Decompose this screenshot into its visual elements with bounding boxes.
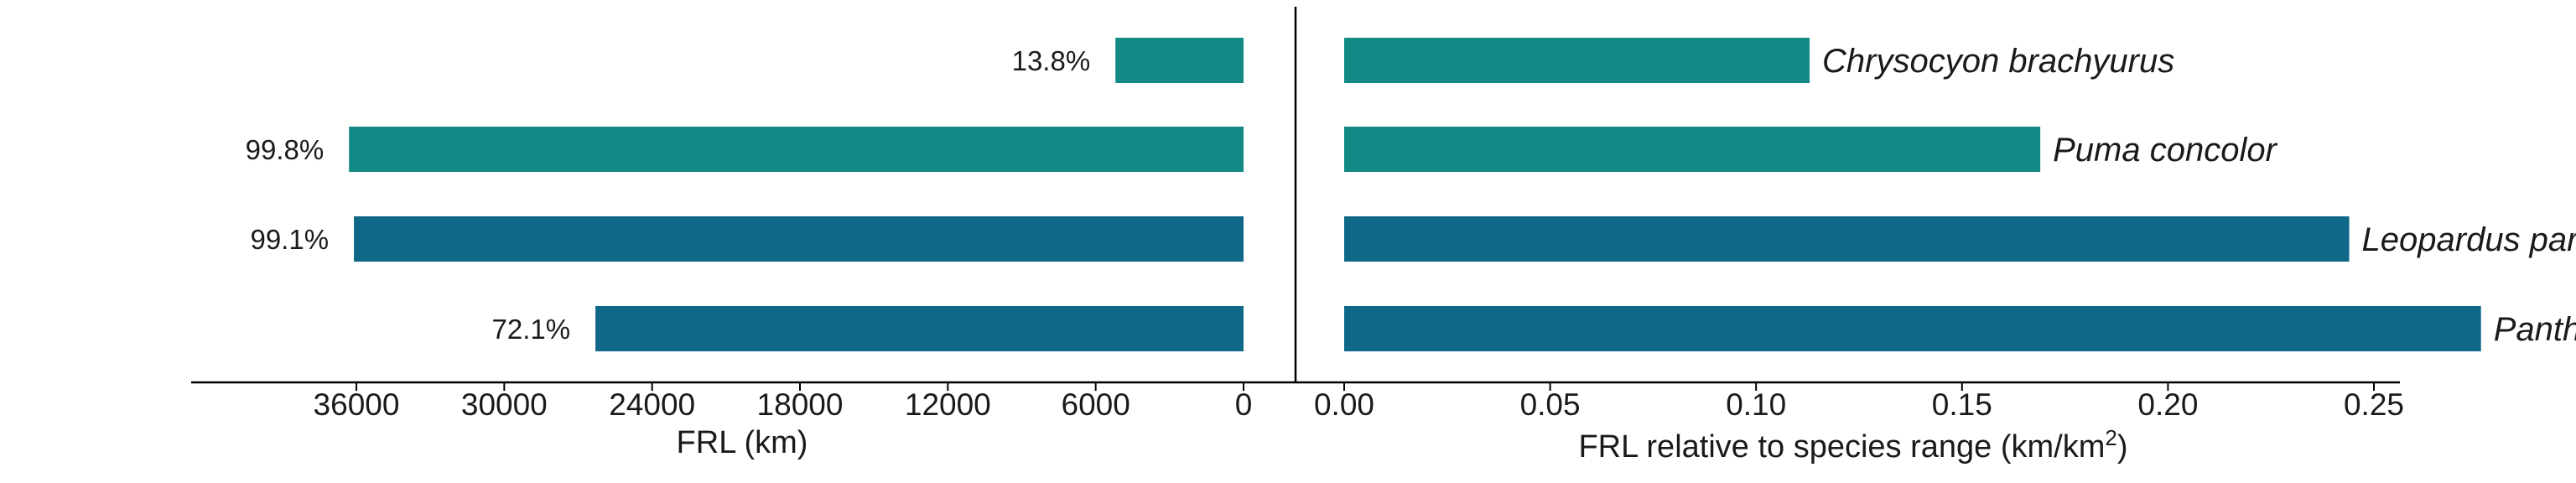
species-labels: Chrysocyon brachyurus Puma concolor Leopar… [1822,43,2576,348]
right-tick-label: 0.10 [1726,387,1786,422]
left-tick-label: 30000 [461,387,548,422]
left-x-axis-title: FRL (km) [677,425,808,460]
right-tick-label: 0.05 [1520,387,1581,422]
relative-bar-panthera-onca [1344,306,2481,351]
left-panel-frl: 13.8% 99.8% 99.1% 72.1% 36000 30000 24000 1800… [191,7,1297,460]
left-tick-label: 0 [1235,387,1253,422]
percentage-label-panthera-onca: 72.1% [491,314,570,345]
species-label-panthera-onca: Panthera onca [2494,311,2576,348]
percentage-label-puma-concolor: 99.8% [246,134,325,165]
species-label-chrysocyon-brachyurus: Chrysocyon brachyurus [1822,43,2174,80]
relative-bar-puma-concolor [1344,127,2041,172]
right-x-axis-title-superscript: 2 [2105,425,2116,450]
left-tick-label: 6000 [1062,387,1130,422]
frl-bar-puma-concolor [349,127,1244,172]
right-x-axis-title: FRL relative to species range (km/km2) [1578,425,2127,465]
left-tick-label: 36000 [314,387,400,422]
right-tick-label: 0.00 [1314,387,1374,422]
left-tick-label: 12000 [905,387,991,422]
frl-bar-panthera-onca [595,306,1244,351]
left-percentage-labels: 13.8% 99.8% 99.1% 72.1% [246,45,1091,345]
relative-bar-leopardus-pardalis [1344,216,2350,262]
percentage-label-leopardus-pardalis: 99.1% [250,224,329,255]
frl-bar-chrysocyon-brachyurus [1115,38,1244,83]
right-tick-label: 0.15 [1932,387,1992,422]
right-x-axis-title-main: FRL relative to species range (km/km [1578,429,2105,465]
left-bars [349,38,1244,351]
right-x-ticks: 0.00 0.05 0.10 0.15 0.20 0.25 [1314,382,2404,422]
right-x-axis-title-close: ) [2117,429,2128,465]
species-label-puma-concolor: Puma concolor [2053,132,2277,169]
right-bars [1344,38,2481,351]
relative-bar-chrysocyon-brachyurus [1344,38,1810,83]
right-tick-label: 0.20 [2137,387,2198,422]
frl-bar-leopardus-pardalis [354,216,1244,262]
left-tick-label: 18000 [757,387,844,422]
left-x-ticks: 36000 30000 24000 18000 12000 6000 0 [314,382,1253,422]
left-tick-label: 24000 [609,387,695,422]
right-panel-frl-relative: Chrysocyon brachyurus Puma concolor Leopar… [1296,38,2576,465]
percentage-label-chrysocyon-brachyurus: 13.8% [1012,45,1091,76]
right-tick-label: 0.25 [2344,387,2404,422]
species-label-leopardus-pardalis: Leopardus pardalis [2362,221,2576,258]
